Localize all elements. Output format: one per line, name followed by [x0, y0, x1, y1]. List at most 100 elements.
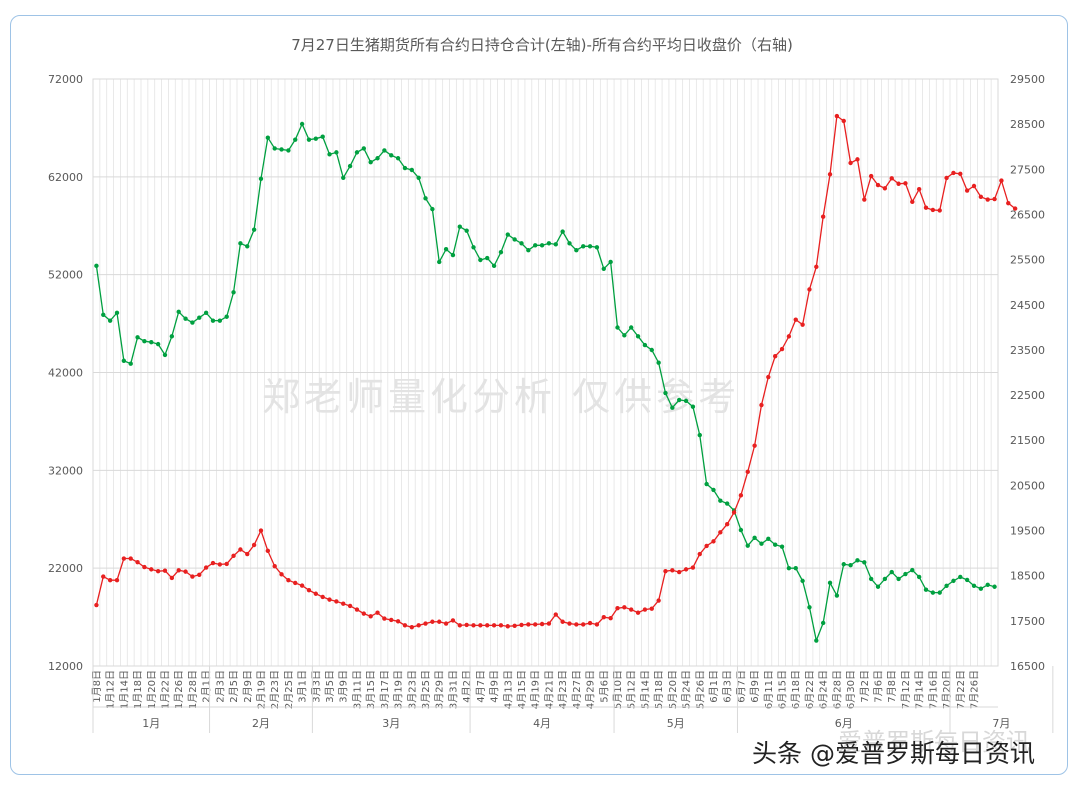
data-point — [245, 551, 250, 557]
data-point — [533, 622, 538, 627]
data-point — [724, 522, 730, 527]
data-point — [162, 352, 168, 358]
data-point — [875, 584, 881, 589]
data-point — [711, 539, 716, 544]
data-point — [505, 624, 510, 629]
data-point — [759, 402, 764, 408]
data-point — [450, 252, 456, 258]
data-point — [594, 622, 600, 627]
data-point — [848, 160, 853, 166]
x-tick-label: 3月25日 — [420, 670, 432, 709]
x-tick-label: 3月23日 — [406, 670, 418, 709]
data-point — [190, 574, 195, 579]
data-point — [450, 618, 456, 623]
left-tick-label: 72000 — [48, 73, 83, 86]
data-point — [128, 556, 133, 561]
x-tick-label: 1月8日 — [91, 670, 103, 703]
data-point — [107, 578, 113, 583]
data-point — [169, 334, 175, 339]
x-tick-label: 3月11日 — [351, 670, 363, 709]
x-tick-label: 7月6日 — [873, 670, 885, 703]
data-point — [814, 638, 819, 643]
data-point — [361, 611, 367, 616]
watermark: 郑老师量化分析 仅供参考 — [262, 375, 740, 419]
data-point — [142, 338, 147, 344]
data-point — [827, 580, 833, 586]
grid-layer — [92, 78, 999, 667]
x-tick-label: 5月10日 — [612, 670, 624, 709]
data-point — [101, 574, 106, 579]
chart-title: 7月27日生猪期货所有合约日持仓合计(左轴)-所有合约平均日收盘价（右轴) — [291, 36, 793, 54]
data-point — [423, 196, 428, 201]
data-point — [471, 623, 476, 628]
data-point — [149, 339, 154, 345]
data-point — [670, 568, 675, 573]
data-point — [512, 237, 517, 242]
data-point — [649, 347, 654, 353]
data-point — [382, 616, 387, 621]
data-point — [197, 315, 202, 320]
data-point — [485, 623, 490, 628]
x-tick-label: 6月9日 — [749, 670, 761, 703]
data-point — [910, 567, 915, 573]
month-label: 4月 — [533, 717, 551, 730]
data-point — [985, 197, 990, 202]
x-tick-label: 7月12日 — [900, 670, 912, 709]
data-point — [594, 245, 600, 250]
x-tick-label: 4月23日 — [557, 670, 569, 709]
data-point — [855, 157, 860, 162]
data-point — [155, 341, 161, 347]
data-point — [416, 623, 421, 628]
data-point — [745, 543, 750, 548]
data-point — [889, 569, 894, 575]
x-tick-label: 2月19日 — [255, 670, 267, 709]
x-tick-label: 2月23日 — [269, 670, 281, 709]
data-point — [916, 574, 922, 580]
data-point — [498, 249, 504, 255]
right-tick-label: 22500 — [1010, 389, 1045, 402]
x-tick-label: 7月20日 — [941, 670, 953, 709]
data-point — [313, 136, 319, 141]
data-point — [176, 568, 181, 573]
data-point — [766, 536, 771, 542]
data-point — [862, 560, 867, 565]
data-point — [642, 607, 648, 612]
data-point — [923, 587, 929, 592]
x-tick-label: 7月16日 — [927, 670, 939, 709]
data-point — [210, 318, 216, 323]
data-point — [149, 567, 154, 572]
data-point — [395, 619, 401, 624]
x-tick-label: 6月7日 — [735, 670, 747, 703]
data-point — [464, 622, 469, 628]
data-point — [985, 582, 990, 587]
data-point — [217, 318, 223, 323]
data-point — [1012, 206, 1018, 211]
data-point — [279, 147, 284, 152]
data-point — [286, 578, 291, 583]
x-tick-label: 2月5日 — [228, 670, 240, 703]
data-point — [430, 206, 435, 212]
data-point — [807, 287, 812, 292]
series-open-interest — [94, 121, 997, 643]
right-tick-label: 19500 — [1010, 525, 1045, 538]
data-point — [478, 623, 483, 628]
data-point — [574, 248, 579, 253]
data-point — [676, 397, 682, 403]
x-tick-label: 6月18日 — [790, 670, 802, 709]
data-point — [402, 165, 408, 171]
data-point — [635, 334, 641, 339]
data-point — [258, 176, 264, 181]
data-point — [251, 227, 257, 232]
data-point — [882, 576, 888, 582]
month-label: 1月 — [142, 717, 160, 730]
data-point — [485, 255, 490, 261]
data-point — [320, 594, 325, 600]
data-point — [759, 541, 764, 546]
data-point — [94, 602, 99, 608]
data-point — [505, 232, 510, 237]
credit-faint-watermark: 爱普罗斯每日资讯 — [838, 728, 1030, 756]
right-tick-label: 23500 — [1010, 344, 1045, 357]
data-point — [114, 578, 120, 583]
data-point — [464, 228, 469, 233]
